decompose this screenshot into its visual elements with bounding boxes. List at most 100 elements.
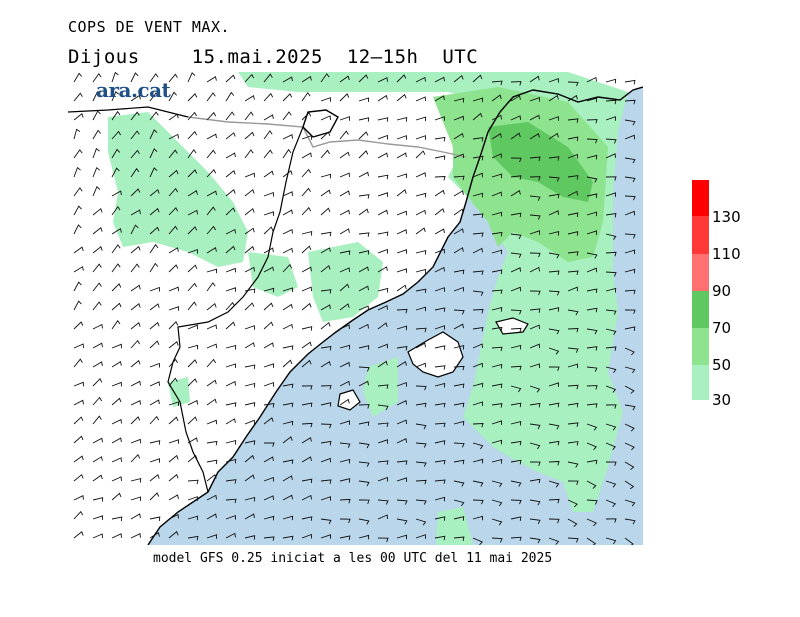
wind-barb [567,153,578,159]
wind-barb [111,457,122,463]
wind-barb [396,74,407,83]
wind-barb [472,232,484,238]
wind-barb [206,358,216,368]
wind-barb [320,289,332,294]
wind-barb [358,499,370,505]
wind-barb [92,91,101,102]
wind-barb [453,115,464,121]
wind-barb [244,188,255,197]
wind-barb [301,75,312,83]
wind-barb [377,514,388,520]
wind-barb [453,190,464,197]
wind-barb [73,266,84,273]
wind-barb [491,231,503,237]
wind-barb [149,415,160,425]
wind-barb [301,516,313,521]
wind-barb [624,347,635,356]
wind-barb [206,246,217,254]
wind-barb [453,323,464,330]
wind-barb [301,302,312,311]
wind-barb [244,440,256,445]
wind-barb [396,210,407,216]
wind-barb [510,385,522,393]
wind-barb [130,339,140,349]
wind-barb [529,537,541,544]
wind-barb [434,136,446,142]
wind-barb [453,499,465,507]
wind-barb [548,231,560,236]
wind-barb [491,289,503,295]
legend-swatch-90-110 [692,254,709,291]
wind-barb [282,247,293,254]
wind-barb [320,457,331,463]
wind-barb [320,479,332,484]
wind-barb [548,366,560,371]
wind-barb [339,267,350,273]
wind-barb [149,381,160,387]
wind-barb [187,496,198,501]
wind-barb [282,420,294,426]
wind-barb [73,343,84,349]
wind-barb [586,97,598,103]
wind-barb [206,282,216,292]
wind-barb [586,459,598,465]
wind-barb [472,270,484,276]
wind-barb [149,111,159,121]
wind-barb [415,479,427,485]
wind-barb [624,326,636,331]
wind-barb [377,192,388,197]
wind-barb [301,187,311,197]
wind-barb [377,117,389,122]
wind-barb [567,537,579,543]
wind-barb [301,245,312,254]
wind-barb [586,307,598,313]
wind-barb [624,289,636,295]
wind-barb [282,170,293,178]
wind-barb [472,290,484,296]
wind-barb [453,153,464,159]
wind-barb [301,436,312,444]
border-north-regions [68,106,189,118]
wind-barb [339,283,350,292]
wind-barb [339,228,350,235]
wind-barb [320,518,332,525]
wind-barb [396,499,408,505]
wind-barb [301,168,311,178]
wind-barb [73,510,84,520]
wind-barb [168,91,177,102]
wind-barb [434,287,445,292]
wind-barb [472,382,484,388]
wind-barb [415,250,427,255]
wind-barb [377,439,388,444]
wind-barb [92,129,102,140]
wind-barb [548,290,560,296]
wind-barb [339,324,350,330]
wind-barb [130,533,141,539]
wind-barb [415,150,426,159]
wind-barbs [73,72,636,545]
wind-barb [149,531,160,539]
wind-barb [377,404,389,411]
wind-barb [548,423,560,430]
wind-barb [453,269,465,275]
wind-barb [320,496,331,501]
wind-barb [282,134,293,140]
wind-barb [225,189,236,197]
wind-barb [263,73,273,83]
wind-barb [396,93,407,102]
wind-barb [282,515,294,521]
wind-barb [510,212,522,218]
wind-barb [187,479,199,485]
wind-barb [548,176,560,182]
coastline [147,86,643,545]
wind-barb [491,211,503,217]
wind-barb [377,384,389,389]
wind-barb [434,345,446,350]
wind-barb [415,172,426,178]
wind-barb [130,380,141,387]
wind-barb [491,480,503,488]
wind-barb [548,402,560,408]
wind-barb [339,458,351,464]
wind-barb [453,132,464,140]
wind-barb [282,359,293,368]
